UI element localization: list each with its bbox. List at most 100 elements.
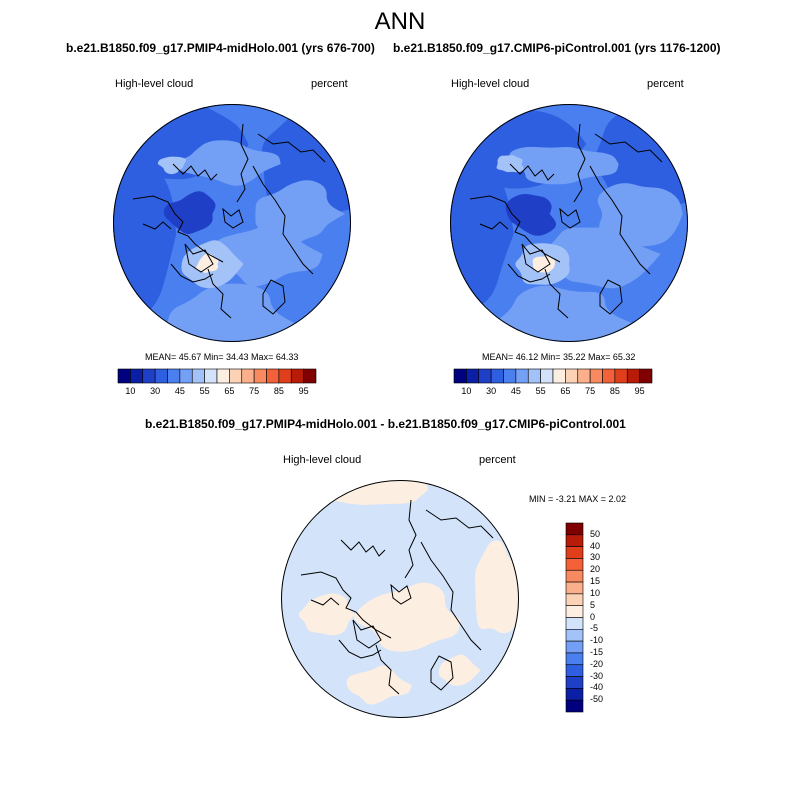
panel-2-case-title: b.e21.B1850.f09_g17.CMIP6-piControl.001 … [393, 41, 721, 55]
colorbar-tick-label: -10 [590, 635, 604, 646]
colorbar-box [278, 368, 292, 384]
figure-title: ANN [374, 8, 426, 35]
field-region [474, 540, 519, 634]
field-region [213, 221, 323, 287]
difference-units-label: percent [479, 454, 516, 466]
field-region [346, 665, 412, 705]
map3-coastline [310, 597, 340, 606]
field-region [310, 480, 428, 505]
map1-coastline [207, 268, 232, 319]
panel-1-polar-map [113, 104, 351, 342]
field-region [161, 283, 296, 342]
colorbar-tick-label: 30 [150, 386, 161, 396]
map3-coastline [420, 541, 482, 651]
field-region [298, 593, 355, 636]
colorbar-tick-label: 65 [560, 386, 571, 396]
colorbar-tick-label: -50 [590, 694, 604, 705]
colorbar-tick-label: 10 [125, 386, 136, 396]
colorbar-box [527, 368, 541, 384]
difference-polar-map [281, 480, 519, 718]
panel-1-units-label: percent [311, 78, 348, 90]
colorbar-box [565, 617, 584, 630]
field-region [163, 191, 216, 235]
colorbar-box [577, 368, 591, 384]
map2-coastline [544, 268, 569, 319]
colorbar-tick-label: 10 [590, 587, 601, 598]
colorbar-tick-label: 45 [510, 386, 521, 396]
map2-coastline [507, 263, 551, 283]
colorbar-tick-label: 45 [174, 386, 185, 396]
panel-1-stats: MEAN= 45.67 Min= 34.43 Max= 64.33 [145, 352, 299, 362]
colorbar-box [565, 652, 584, 666]
panel-2-polar-map [450, 104, 688, 342]
map1-coastline [257, 133, 326, 163]
map-field [450, 104, 688, 342]
colorbar-box [565, 522, 584, 536]
colorbar-box [191, 368, 205, 384]
colorbar-tick-label: 95 [298, 386, 309, 396]
map-field [281, 480, 519, 718]
map2-coastline [559, 207, 581, 229]
colorbar-box [589, 368, 603, 384]
colorbar-box [466, 368, 480, 384]
colorbar-box [639, 368, 653, 384]
colorbar-box [253, 368, 267, 384]
colorbar-tick-label: 50 [590, 528, 601, 539]
colorbar-box [565, 605, 584, 618]
map3-coastline [390, 583, 412, 605]
field-region [532, 256, 556, 273]
colorbar-box [179, 368, 193, 384]
colorbar-tick-label: 85 [273, 386, 284, 396]
map-border [450, 104, 688, 342]
colorbar-box [602, 368, 616, 384]
map3-coastline [430, 655, 454, 691]
map2-coastline [479, 221, 509, 230]
colorbar-box [565, 593, 584, 606]
colorbar-tick-label: 30 [486, 386, 497, 396]
colorbar-tick-label: -20 [590, 658, 604, 669]
map2-coastline [599, 279, 623, 315]
map3-coastline [375, 644, 400, 695]
colorbar-box [565, 629, 584, 642]
colorbar-box [565, 676, 584, 689]
panel-2-stats: MEAN= 46.12 Min= 35.22 Max= 65.32 [482, 352, 636, 362]
colorbar-box [478, 368, 492, 384]
difference-title: b.e21.B1850.f09_g17.PMIP4-midHolo.001 - … [145, 417, 626, 431]
colorbar-tick-label: 65 [224, 386, 235, 396]
panel-2-units-label: percent [647, 78, 684, 90]
colorbar-box [290, 368, 304, 384]
colorbar-box [453, 368, 467, 384]
map1-coastline [236, 123, 249, 203]
colorbar-tick-label: 20 [590, 564, 601, 575]
colorbar-box [565, 664, 584, 677]
colorbar-box [154, 368, 168, 384]
colorbar-box [117, 368, 131, 384]
field-region [354, 582, 461, 652]
map3-coastline [425, 509, 494, 539]
field-region [196, 253, 219, 273]
colorbar-box [142, 368, 156, 384]
difference-variable-label: High-level cloud [283, 454, 362, 466]
colorbar-box [552, 368, 566, 384]
colorbar-tick-label: 55 [535, 386, 546, 396]
colorbar-box [490, 368, 504, 384]
colorbar-tick-label: 5 [590, 599, 596, 610]
colorbar-box [540, 368, 554, 384]
map1-coastline [172, 163, 218, 181]
colorbar-box [565, 688, 584, 701]
map1-coastline [252, 165, 314, 275]
map2-coastline [509, 163, 555, 181]
colorbar-tick-label: 95 [634, 386, 645, 396]
field-region [496, 155, 524, 173]
colorbar-box [241, 368, 255, 384]
colorbar-box [565, 534, 584, 547]
map2-coastline [521, 243, 551, 273]
map1-coastline [142, 221, 172, 230]
map3-coastline [352, 619, 382, 649]
colorbar-box [626, 368, 640, 384]
map1-coastline [262, 279, 286, 315]
field-region [438, 654, 481, 686]
map-border [113, 104, 351, 342]
map3-coastline [404, 499, 417, 579]
map-border [281, 480, 519, 718]
